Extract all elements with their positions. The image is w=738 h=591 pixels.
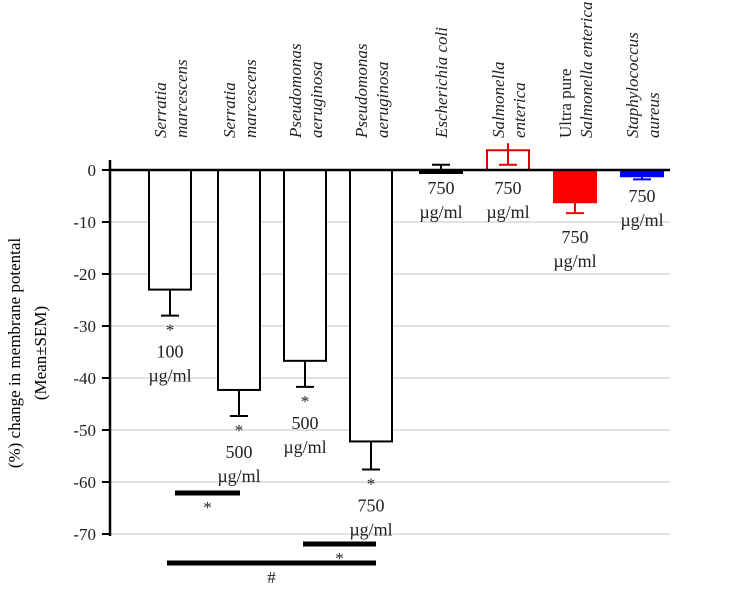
dose-unit: µg/ml [553, 251, 596, 271]
bar [283, 169, 327, 362]
y-axis-label-line1: (%) change in membrane potental [5, 238, 24, 469]
category-label: aureus [644, 92, 663, 138]
dose-unit: µg/ml [419, 202, 462, 222]
category-label: Salmonella [489, 62, 508, 139]
dose-unit: µg/ml [148, 366, 191, 386]
significance-symbol: * [335, 549, 344, 568]
dose-value: 750 [428, 178, 455, 198]
category-label: Staphylococcus [623, 32, 642, 138]
y-tick-label: -70 [73, 525, 96, 544]
y-tick-label: -20 [73, 265, 96, 284]
bar [349, 169, 393, 443]
dose-value: 750 [495, 178, 522, 198]
category-label: Serratia [151, 82, 170, 138]
significance-symbol: # [267, 568, 276, 587]
category-label: marcescens [241, 59, 260, 138]
category-label: marcescens [172, 59, 191, 138]
significance-star: * [301, 392, 310, 411]
significance-symbol: * [203, 498, 212, 517]
bar-annotations: * 100 µg/ml * 500 µg/ml * 500 µg/ml * 750 µg/ml 750 µ… [148, 178, 663, 540]
y-tick-label: -40 [73, 369, 96, 388]
y-tick-label: -60 [73, 473, 96, 492]
dose-value: 750 [358, 496, 385, 516]
y-tick-label: 0 [88, 161, 97, 180]
y-axis-label-line2: (Mean±SEM) [31, 306, 50, 400]
significance-markers: * * # [167, 490, 376, 587]
dose-unit: µg/ml [349, 520, 392, 540]
dose-unit: µg/ml [486, 202, 529, 222]
bar [148, 169, 192, 291]
category-label: aeruginosa [307, 62, 326, 139]
dose-unit: µg/ml [283, 437, 326, 457]
category-label: Salmonella enterica [577, 2, 596, 138]
bar [217, 169, 261, 391]
category-label: aeruginosa [373, 62, 392, 139]
category-label: Pseudomonas [352, 43, 371, 139]
dose-unit: µg/ml [620, 210, 663, 230]
category-labels: Serratia marcescens Serratia marcescens Pseu… [151, 2, 663, 139]
axes: 0 -10 -20 -30 -40 -50 -60 -70 [73, 160, 670, 544]
significance-star: * [235, 421, 244, 440]
category-label: Pseudomonas [286, 43, 305, 139]
dose-value: 750 [629, 186, 656, 206]
y-tick-label: -50 [73, 421, 96, 440]
dose-value: 500 [292, 413, 319, 433]
bars [148, 143, 664, 471]
category-label: Ultra pure [556, 69, 575, 138]
dose-unit: µg/ml [217, 466, 260, 486]
significance-star: * [166, 321, 175, 340]
bar [553, 169, 597, 204]
dose-value: 750 [562, 227, 589, 247]
y-tick-label: -10 [73, 213, 96, 232]
category-label: Escherichia coli [432, 27, 451, 139]
significance-star: * [367, 475, 376, 494]
y-tick-label: -30 [73, 317, 96, 336]
category-label: enterica [510, 82, 529, 138]
dose-value: 100 [157, 342, 184, 362]
category-label: Serratia [220, 82, 239, 138]
dose-value: 500 [226, 442, 253, 462]
